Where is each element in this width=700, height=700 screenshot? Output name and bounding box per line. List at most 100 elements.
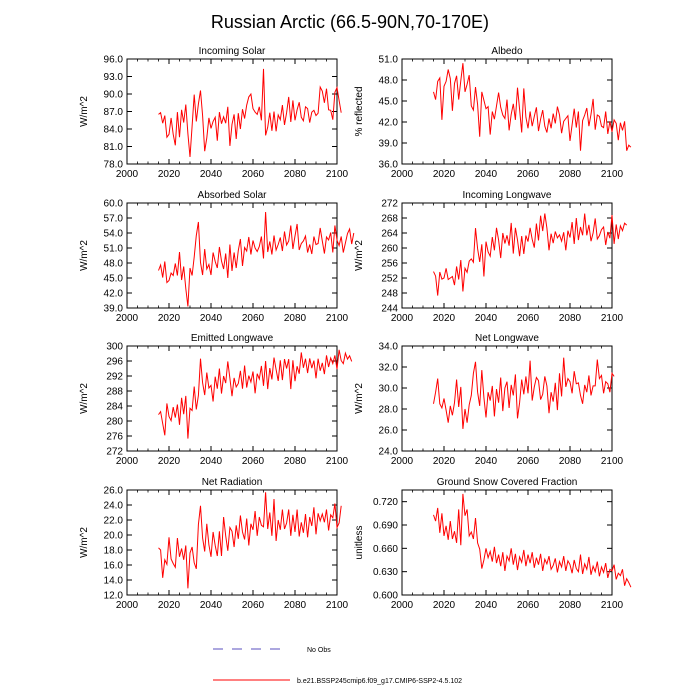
y-tick-label: 0.690 bbox=[373, 521, 398, 532]
y-tick-label: 42.0 bbox=[379, 118, 399, 129]
y-tick-label: 30.0 bbox=[379, 384, 399, 395]
x-tick-label: 2020 bbox=[433, 313, 456, 324]
x-tick-label: 2020 bbox=[433, 169, 456, 180]
x-tick-label: 2100 bbox=[601, 456, 624, 467]
y-tick-label: 90.0 bbox=[104, 90, 124, 101]
y-tick-label: 284 bbox=[106, 402, 123, 413]
y-axis-label: W/m^2 bbox=[79, 240, 90, 271]
x-tick-label: 2040 bbox=[200, 169, 223, 180]
x-tick-label: 2000 bbox=[116, 456, 139, 467]
x-tick-label: 2020 bbox=[433, 456, 456, 467]
y-tick-label: 28.0 bbox=[379, 405, 399, 416]
y-tick-label: 0.600 bbox=[373, 591, 398, 602]
legend-obs-label: No Obs bbox=[307, 647, 331, 654]
y-tick-label: 54.0 bbox=[104, 229, 124, 240]
y-tick-label: 12.0 bbox=[104, 591, 124, 602]
y-tick-label: 18.0 bbox=[104, 546, 124, 557]
x-tick-label: 2000 bbox=[391, 313, 414, 324]
y-tick-label: 39.0 bbox=[379, 139, 399, 150]
y-axis-label: W/m^2 bbox=[354, 383, 365, 414]
plot-frame bbox=[126, 202, 338, 309]
panel-net-radiation: Net Radiation W/m^2 2000 2020 2040 2060 2080 21… bbox=[79, 477, 349, 611]
y-tick-label: 45.0 bbox=[379, 97, 399, 108]
y-axis-label: W/m^2 bbox=[79, 383, 90, 414]
y-tick-label: 256 bbox=[381, 259, 398, 270]
legend-model-label: b.e21.BSSP245cmip6.f09_g17.CMIP6-SSP2-4.… bbox=[297, 678, 462, 685]
x-tick-label: 2080 bbox=[559, 600, 582, 611]
x-tick-label: 2060 bbox=[517, 169, 540, 180]
x-tick-label: 2100 bbox=[601, 169, 624, 180]
y-tick-label: 244 bbox=[381, 304, 398, 315]
panel-incoming-longwave: Incoming Longwave W/m^2 2000 2020 2040 2060 20… bbox=[354, 190, 628, 324]
x-tick-label: 2060 bbox=[517, 600, 540, 611]
x-tick-label: 2100 bbox=[601, 313, 624, 324]
y-tick-label: 84.0 bbox=[104, 125, 124, 136]
x-tick-label: 2060 bbox=[517, 456, 540, 467]
x-tick-label: 2000 bbox=[391, 456, 414, 467]
x-tick-label: 2040 bbox=[200, 313, 223, 324]
x-tick-label: 2080 bbox=[559, 169, 582, 180]
y-tick-label: 81.0 bbox=[104, 142, 124, 153]
y-tick-label: 272 bbox=[381, 199, 398, 210]
y-tick-label: 300 bbox=[106, 342, 123, 353]
x-tick-label: 2100 bbox=[326, 313, 349, 324]
y-tick-label: 48.0 bbox=[379, 76, 399, 87]
x-tick-label: 2040 bbox=[475, 600, 498, 611]
panel-title: Incoming Solar bbox=[199, 46, 266, 57]
y-tick-label: 22.0 bbox=[104, 516, 124, 527]
y-tick-label: 48.0 bbox=[104, 259, 124, 270]
series-line bbox=[433, 357, 615, 429]
y-tick-label: 248 bbox=[381, 289, 398, 300]
x-tick-label: 2060 bbox=[242, 600, 265, 611]
y-tick-label: 264 bbox=[381, 229, 398, 240]
panel-title: Ground Snow Covered Fraction bbox=[437, 477, 578, 488]
y-tick-label: 288 bbox=[106, 387, 123, 398]
y-tick-label: 87.0 bbox=[104, 107, 124, 118]
x-tick-label: 2040 bbox=[475, 313, 498, 324]
x-tick-label: 2080 bbox=[284, 456, 307, 467]
y-tick-label: 57.0 bbox=[104, 214, 124, 225]
y-tick-label: 24.0 bbox=[104, 501, 124, 512]
y-tick-label: 34.0 bbox=[379, 342, 399, 353]
panel-title: Net Longwave bbox=[475, 333, 539, 344]
series-line bbox=[433, 63, 632, 151]
y-tick-label: 93.0 bbox=[104, 72, 124, 83]
panel-title: Albedo bbox=[491, 46, 523, 57]
panel-title: Incoming Longwave bbox=[463, 190, 552, 201]
x-tick-label: 2080 bbox=[559, 456, 582, 467]
x-tick-label: 2060 bbox=[517, 313, 540, 324]
panel-title: Emitted Longwave bbox=[191, 333, 274, 344]
x-tick-label: 2100 bbox=[326, 600, 349, 611]
x-tick-label: 2100 bbox=[601, 600, 624, 611]
panel-albedo: Albedo % reflected 2000 2020 2040 2060 2080 210… bbox=[354, 46, 632, 180]
x-tick-label: 2000 bbox=[116, 169, 139, 180]
y-tick-label: 42.0 bbox=[104, 289, 124, 300]
y-tick-label: 276 bbox=[106, 432, 123, 443]
x-tick-label: 2040 bbox=[200, 600, 223, 611]
y-tick-label: 39.0 bbox=[104, 304, 124, 315]
y-tick-label: 0.660 bbox=[373, 544, 398, 555]
y-axis-label: W/m^2 bbox=[354, 240, 365, 271]
y-tick-label: 268 bbox=[381, 214, 398, 225]
y-axis-label: % reflected bbox=[354, 86, 365, 136]
panel-emitted-longwave: Emitted Longwave W/m^2 2000 2020 2040 2060 208… bbox=[79, 333, 353, 467]
x-tick-label: 2100 bbox=[326, 169, 349, 180]
y-tick-label: 16.0 bbox=[104, 561, 124, 572]
y-tick-label: 51.0 bbox=[379, 55, 399, 66]
x-tick-label: 2020 bbox=[433, 600, 456, 611]
y-tick-label: 296 bbox=[106, 357, 123, 368]
x-tick-label: 2000 bbox=[391, 169, 414, 180]
x-tick-label: 2080 bbox=[284, 600, 307, 611]
y-tick-label: 272 bbox=[106, 447, 123, 458]
plot-frame bbox=[401, 345, 613, 452]
x-tick-label: 2020 bbox=[158, 600, 181, 611]
x-tick-label: 2080 bbox=[284, 169, 307, 180]
y-axis-label: unitless bbox=[354, 526, 365, 560]
y-tick-label: 26.0 bbox=[104, 486, 124, 497]
plot-frame bbox=[126, 489, 338, 596]
y-tick-label: 20.0 bbox=[104, 531, 124, 542]
series-line bbox=[158, 349, 353, 439]
panel-absorbed-solar: Absorbed Solar W/m^2 2000 2020 2040 2060 2080 2… bbox=[79, 190, 355, 324]
y-tick-label: 96.0 bbox=[104, 55, 124, 66]
